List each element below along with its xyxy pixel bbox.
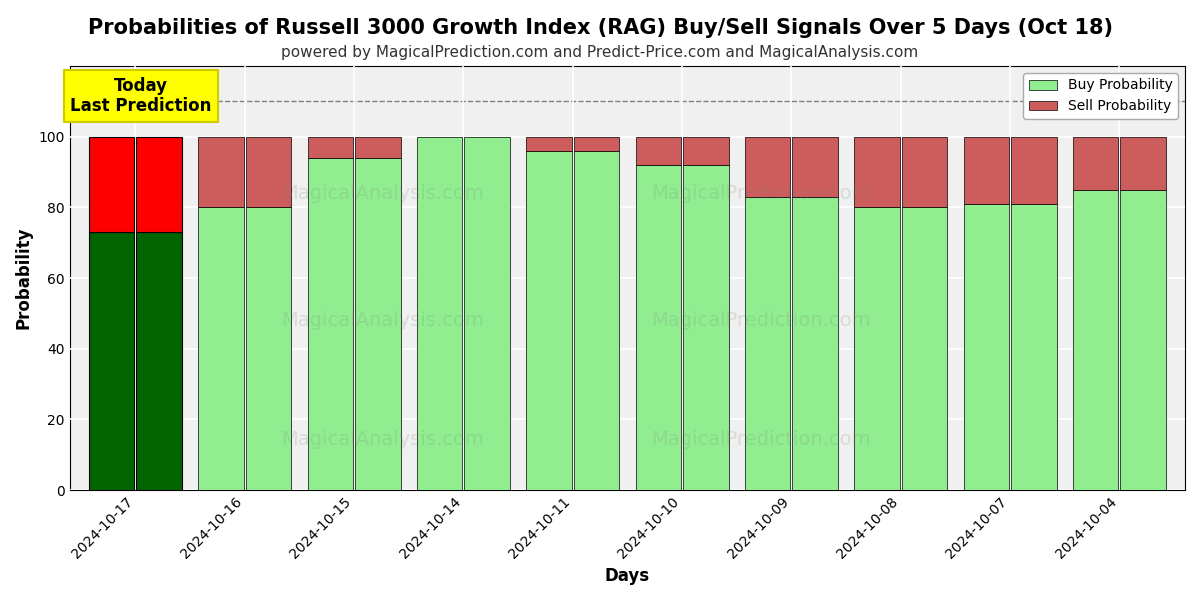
Legend: Buy Probability, Sell Probability: Buy Probability, Sell Probability bbox=[1024, 73, 1178, 119]
Bar bbox=[416, 137, 462, 490]
Bar bbox=[307, 158, 353, 490]
Bar bbox=[683, 137, 728, 165]
Bar bbox=[1012, 137, 1056, 204]
Bar bbox=[745, 137, 791, 197]
Bar bbox=[636, 165, 680, 490]
Bar bbox=[355, 137, 401, 158]
Bar bbox=[1073, 137, 1118, 190]
Bar bbox=[246, 208, 292, 490]
Bar bbox=[89, 232, 134, 490]
Bar bbox=[964, 137, 1009, 204]
Bar bbox=[964, 204, 1009, 490]
Bar bbox=[527, 137, 571, 151]
Bar bbox=[198, 137, 244, 208]
Bar bbox=[854, 208, 900, 490]
Bar bbox=[527, 151, 571, 490]
Bar bbox=[574, 151, 619, 490]
Bar bbox=[198, 208, 244, 490]
Text: Probabilities of Russell 3000 Growth Index (RAG) Buy/Sell Signals Over 5 Days (O: Probabilities of Russell 3000 Growth Ind… bbox=[88, 18, 1112, 38]
Bar bbox=[902, 208, 947, 490]
Y-axis label: Probability: Probability bbox=[14, 227, 34, 329]
Text: powered by MagicalPrediction.com and Predict-Price.com and MagicalAnalysis.com: powered by MagicalPrediction.com and Pre… bbox=[281, 45, 919, 60]
Bar bbox=[246, 137, 292, 208]
Bar bbox=[792, 137, 838, 197]
Text: Today
Last Prediction: Today Last Prediction bbox=[70, 77, 211, 115]
Bar bbox=[464, 137, 510, 490]
Bar bbox=[1073, 190, 1118, 490]
Text: MagicalPrediction.com: MagicalPrediction.com bbox=[652, 430, 871, 449]
X-axis label: Days: Days bbox=[605, 567, 650, 585]
Bar bbox=[792, 197, 838, 490]
Text: MagicalAnalysis.com: MagicalAnalysis.com bbox=[281, 184, 484, 203]
Text: MagicalAnalysis.com: MagicalAnalysis.com bbox=[281, 311, 484, 330]
Bar bbox=[355, 158, 401, 490]
Bar bbox=[1121, 137, 1166, 190]
Bar bbox=[1121, 190, 1166, 490]
Bar bbox=[137, 137, 182, 232]
Bar bbox=[902, 137, 947, 208]
Bar bbox=[137, 232, 182, 490]
Bar bbox=[307, 137, 353, 158]
Bar bbox=[683, 165, 728, 490]
Bar bbox=[1012, 204, 1056, 490]
Text: MagicalPrediction.com: MagicalPrediction.com bbox=[652, 311, 871, 330]
Text: MagicalAnalysis.com: MagicalAnalysis.com bbox=[281, 430, 484, 449]
Bar bbox=[89, 137, 134, 232]
Bar bbox=[745, 197, 791, 490]
Text: MagicalPrediction.com: MagicalPrediction.com bbox=[652, 184, 871, 203]
Bar bbox=[854, 137, 900, 208]
Bar bbox=[636, 137, 680, 165]
Bar bbox=[574, 137, 619, 151]
